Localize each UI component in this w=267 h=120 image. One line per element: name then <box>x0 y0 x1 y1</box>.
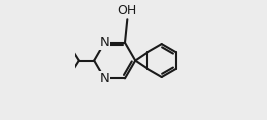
Text: OH: OH <box>118 4 137 17</box>
Text: N: N <box>100 36 109 49</box>
Text: N: N <box>100 72 109 85</box>
